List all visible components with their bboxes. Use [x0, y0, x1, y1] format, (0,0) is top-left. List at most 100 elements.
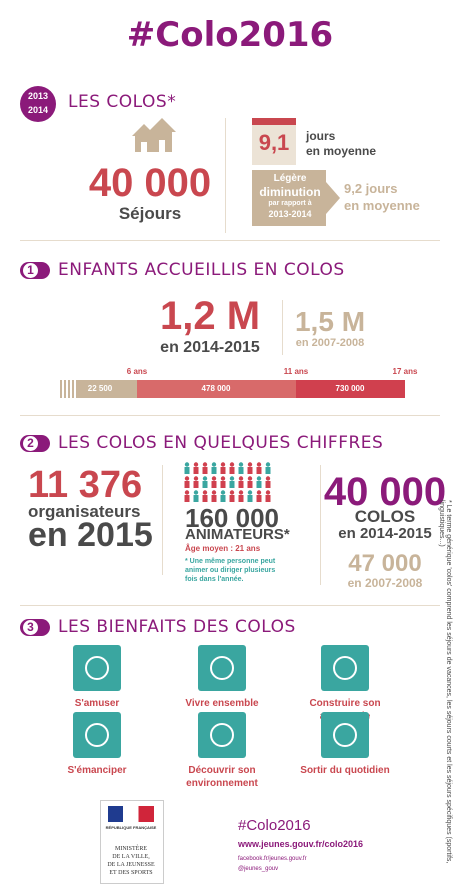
section-number-text: 1 [23, 263, 38, 278]
label: en 2014-2015 [338, 525, 432, 542]
label: en 2014-2015 [160, 339, 260, 356]
person-icon [238, 476, 244, 488]
age-segment [60, 380, 137, 398]
note: Âge moyen : 21 ans [185, 544, 261, 553]
person-icon [184, 476, 190, 488]
separator [20, 605, 440, 606]
person-icon [202, 476, 208, 488]
twitter: @jeunes_gouv [238, 866, 279, 872]
value: 47 000 [348, 550, 422, 577]
person-icon [229, 490, 235, 502]
value: 1,5 M [294, 306, 366, 337]
url: www.jeunes.gouv.fr/colo2016 [238, 839, 364, 849]
label: Séjours [118, 204, 182, 223]
title: #Colo2016 [126, 15, 334, 55]
person-icon [247, 476, 253, 488]
trend-text: 2013-2014 [268, 209, 312, 219]
logo-text: RÉPUBLIQUE FRANÇAISE [105, 825, 157, 830]
side-note: * Le terme générique 'colos' comprend le… [438, 500, 452, 864]
note: * Une même personne peut animer ou dirig… [185, 558, 276, 583]
person-icon [184, 490, 190, 502]
hashtag: #Colo2016 [238, 817, 311, 834]
age-label: 6 ans [126, 367, 148, 376]
badge [20, 86, 56, 122]
icon-glyph [210, 723, 234, 747]
heading: LES COLOS EN QUELQUES CHIFFRES [58, 433, 384, 453]
people-grid [184, 462, 271, 502]
badge-year: 2013 [27, 91, 49, 101]
label: en 2015 [28, 516, 153, 554]
section-number-text: 3 [23, 620, 38, 635]
heading: LES COLOS* [68, 92, 177, 112]
person-icon [193, 476, 199, 488]
value: 1,2 M [159, 294, 261, 338]
person-icon [193, 462, 199, 474]
benefit-label: Découvrir son environnement [186, 765, 258, 789]
icon-glyph [85, 656, 109, 680]
label: en 2007-2008 [347, 576, 423, 590]
person-icon [193, 490, 199, 502]
facebook: facebook.fr/jeunes.gouv.fr [238, 856, 307, 862]
label: organisateurs [28, 502, 141, 521]
person-icon [229, 462, 235, 474]
person-icon [238, 490, 244, 502]
person-icon [229, 476, 235, 488]
label: 9,2 jours [344, 181, 398, 196]
section-number: 3 [20, 619, 50, 636]
benefit-icon [321, 645, 369, 691]
value: 40 000 [88, 161, 212, 205]
benefit-icon [198, 712, 246, 758]
person-icon [184, 462, 190, 474]
benefit-icon [198, 645, 246, 691]
icon-glyph [85, 723, 109, 747]
person-icon [247, 490, 253, 502]
logo-text: DE LA JEUNESSE [107, 862, 155, 868]
icon-glyph [210, 656, 234, 680]
person-icon [265, 490, 271, 502]
benefit-icon [321, 712, 369, 758]
divider [282, 300, 283, 355]
benefit-icon [73, 712, 121, 758]
segment-label: 22 500 [87, 384, 113, 393]
person-icon [265, 462, 271, 474]
person-icon [211, 462, 217, 474]
separator [20, 240, 440, 241]
age-segment [296, 380, 405, 398]
heading: ENFANTS ACCUEILLIS EN COLOS [58, 260, 345, 280]
heading: LES BIENFAITS DES COLOS [58, 617, 296, 637]
person-icon [247, 462, 253, 474]
value: 11 376 [28, 464, 143, 506]
house-icon [132, 118, 176, 152]
logo-text: MINISTÈRE [115, 846, 147, 852]
person-icon [256, 490, 262, 502]
label: en moyenne [344, 198, 420, 213]
divider [225, 118, 226, 233]
flag [108, 806, 154, 822]
benefit-label: S'amuser [74, 698, 120, 709]
person-icon [265, 476, 271, 488]
person-icon [202, 462, 208, 474]
benefit-label: Sortir du quotidien [300, 765, 390, 776]
label: jours [306, 129, 336, 143]
icon-glyph [333, 656, 357, 680]
person-icon [202, 490, 208, 502]
separator [20, 415, 440, 416]
section-number: 1 [20, 262, 50, 279]
segment-label: 478 000 [201, 384, 231, 393]
section-number: 2 [20, 435, 50, 452]
trend-text: diminution [259, 185, 321, 199]
person-icon [211, 476, 217, 488]
trend-text: Légère [273, 173, 307, 184]
age-label: 11 ans [283, 367, 309, 376]
section-number-text: 2 [23, 436, 38, 451]
person-icon [238, 462, 244, 474]
person-icon [220, 476, 226, 488]
segment-label: 730 000 [335, 384, 365, 393]
label: en 2007-2008 [295, 337, 365, 349]
value: 9,1 [258, 130, 290, 155]
label: ANIMATEURS* [185, 526, 290, 543]
logo-text: DE LA VILLE, [112, 854, 150, 860]
trend-text: par rapport à [268, 200, 312, 207]
person-icon [256, 476, 262, 488]
divider [320, 465, 321, 585]
